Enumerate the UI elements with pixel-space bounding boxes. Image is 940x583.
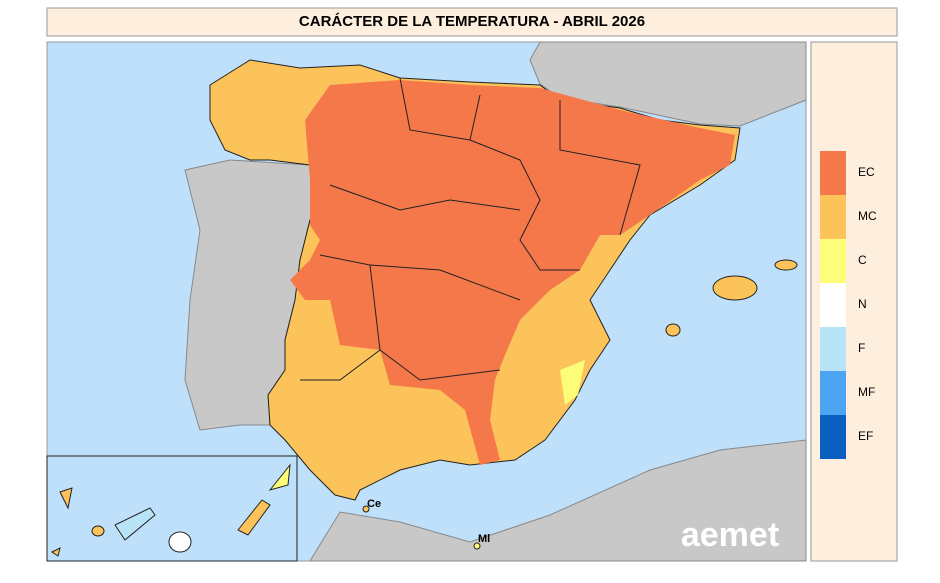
ibiza: [665, 323, 681, 337]
legend-swatch: [820, 283, 846, 327]
warm-area: [560, 360, 585, 405]
logo: aemet: [681, 516, 779, 554]
place-label: Ml: [478, 533, 490, 545]
mallorca: [712, 275, 758, 301]
legend-label: EC: [858, 165, 875, 179]
title: CARÁCTER DE LA TEMPERATURA - ABRIL 2026: [299, 13, 645, 30]
title-box: [46, 7, 898, 37]
menorca: [774, 259, 798, 271]
region-borders: [300, 77, 641, 381]
canary-islands: [51, 463, 291, 557]
legend-swatch: [820, 415, 846, 459]
legend: EC MC C N F MF EF: [820, 151, 877, 459]
legend-label: F: [858, 341, 865, 355]
legend-swatch: [820, 239, 846, 283]
place-label: Ce: [367, 498, 381, 510]
legend-label: MF: [858, 385, 875, 399]
france: [529, 41, 807, 127]
legend-swatch: [820, 151, 846, 195]
legend-swatch: [820, 327, 846, 371]
africa: [309, 439, 807, 562]
legend-label: MC: [858, 209, 877, 223]
map: Ce Ml aemet: [46, 41, 807, 562]
ceuta: [362, 505, 370, 513]
legend-label: EF: [858, 429, 873, 443]
legend-label: C: [858, 253, 867, 267]
legend-label: N: [858, 297, 867, 311]
extremely-warm-area: [290, 80, 735, 465]
melilla: [473, 542, 481, 550]
legend-swatch: [820, 195, 846, 239]
legend-swatch: [820, 371, 846, 415]
